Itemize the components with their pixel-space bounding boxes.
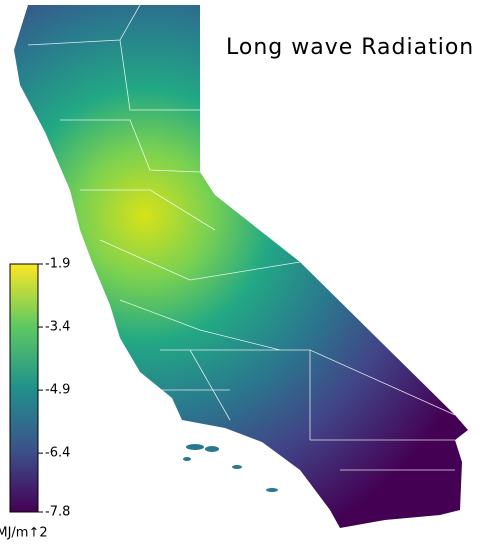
tick-label: -1.9 [45, 257, 70, 272]
tick-label: -4.9 [45, 383, 70, 398]
colorbar [9, 263, 39, 513]
tick-label: -6.4 [45, 446, 70, 461]
islands [183, 444, 278, 492]
colorbar-ticks: -1.9 -3.4 -4.9 -6.4 -7.8 [38, 257, 70, 520]
tick-label: -7.8 [45, 505, 70, 520]
county-lines [27, 4, 456, 471]
california [14, 5, 468, 528]
colorbar-unit: MJ/m↑2 [0, 526, 48, 541]
map-title: Long wave Radiation [226, 35, 474, 60]
tick-label: -3.4 [45, 320, 70, 335]
